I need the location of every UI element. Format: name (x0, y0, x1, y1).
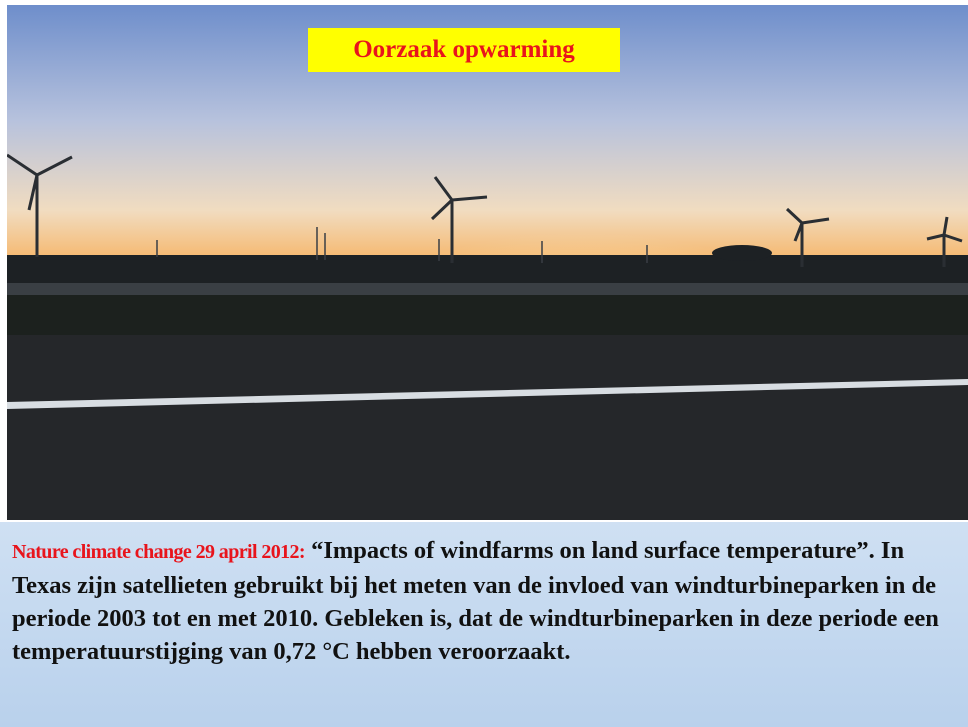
source: Nature climate change 29 april 2012: (12, 541, 305, 563)
caption-text: Nature climate change 29 april 2012: “Im… (12, 534, 962, 668)
slide: Oorzaak opwarming Nature climate change … (0, 0, 968, 727)
caption-panel: Nature climate change 29 april 2012: “Im… (0, 522, 968, 727)
photo (7, 5, 968, 520)
title: Oorzaak opwarming (308, 28, 620, 72)
